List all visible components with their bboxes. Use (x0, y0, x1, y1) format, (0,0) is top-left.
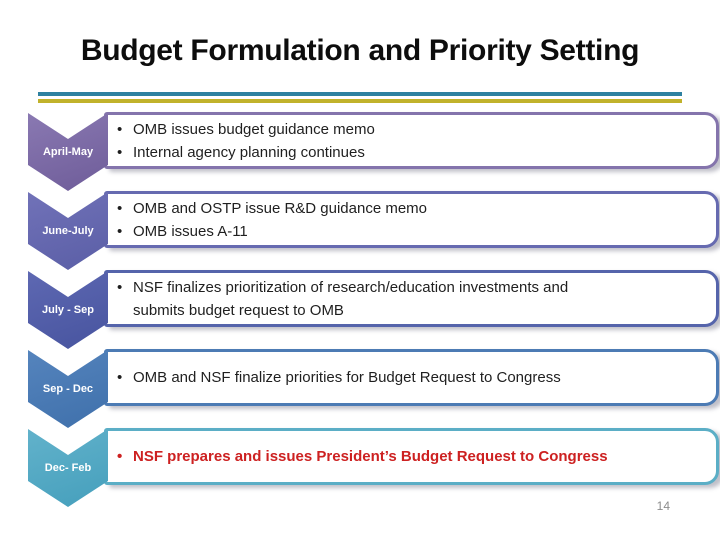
slide-title: Budget Formulation and Priority Setting (80, 34, 640, 67)
period-label: July - Sep (42, 304, 94, 316)
timeline-row-dec-feb: Dec- Feb • NSF prepares and issues Presi… (0, 428, 720, 509)
timeline-row-april-may: April-May • OMB issues budget guidance m… (0, 112, 720, 193)
callout-box: • OMB and OSTP issue R&D guidance memo •… (104, 191, 719, 248)
bullet-item: • OMB and NSF finalize priorities for Bu… (117, 366, 702, 389)
bullet-text: NSF prepares and issues President’s Budg… (133, 448, 608, 465)
divider-line-teal (38, 92, 682, 96)
timeline-row-june-july: June-July • OMB and OSTP issue R&D guida… (0, 191, 720, 272)
callout-box: • OMB issues budget guidance memo • Inte… (104, 112, 719, 169)
period-label: June-July (42, 225, 94, 237)
bullet-icon: • (117, 222, 123, 240)
bullet-icon: • (117, 143, 123, 161)
bullet-item: • OMB and OSTP issue R&D guidance memo (117, 197, 702, 220)
bullet-icon: • (117, 120, 123, 138)
bullet-text: NSF finalizes prioritization of research… (133, 278, 569, 319)
bullet-icon: • (117, 199, 123, 217)
period-label: Dec- Feb (44, 462, 92, 474)
bullet-item: • NSF finalizes prioritization of resear… (117, 276, 702, 322)
bullet-text: OMB issues budget guidance memo (133, 120, 375, 138)
page-number: 14 (656, 499, 670, 513)
bullet-item: • NSF prepares and issues President’s Bu… (117, 445, 702, 468)
bullet-icon: • (117, 448, 123, 465)
bullet-text: Internal agency planning continues (133, 143, 365, 161)
period-label: April-May (42, 146, 94, 158)
timeline-row-sep-dec: Sep - Dec • OMB and NSF finalize priorit… (0, 349, 720, 430)
chevron-down-icon: Sep - Dec (28, 350, 108, 428)
chevron-down-icon: April-May (28, 113, 108, 191)
chevron-down-icon: June-July (28, 192, 108, 270)
callout-box: • OMB and NSF finalize priorities for Bu… (104, 349, 719, 406)
bullet-item: • OMB issues A-11 (117, 220, 702, 243)
callout-box: • NSF prepares and issues President’s Bu… (104, 428, 719, 485)
period-label: Sep - Dec (42, 383, 94, 395)
bullet-text: OMB issues A-11 (133, 222, 248, 240)
divider-line-yellow (38, 99, 682, 103)
callout-box: • NSF finalizes prioritization of resear… (104, 270, 719, 327)
chevron-down-icon: July - Sep (28, 271, 108, 349)
bullet-item: • Internal agency planning continues (117, 141, 702, 164)
bullet-text: OMB and OSTP issue R&D guidance memo (133, 199, 428, 217)
bullet-item: • OMB issues budget guidance memo (117, 118, 702, 141)
bullet-icon: • (117, 369, 123, 386)
chevron-down-icon: Dec- Feb (28, 429, 108, 507)
bullet-icon: • (117, 278, 123, 296)
bullet-text: OMB and NSF finalize priorities for Budg… (133, 369, 561, 386)
timeline-row-july-sep: July - Sep • NSF finalizes prioritizatio… (0, 270, 720, 351)
